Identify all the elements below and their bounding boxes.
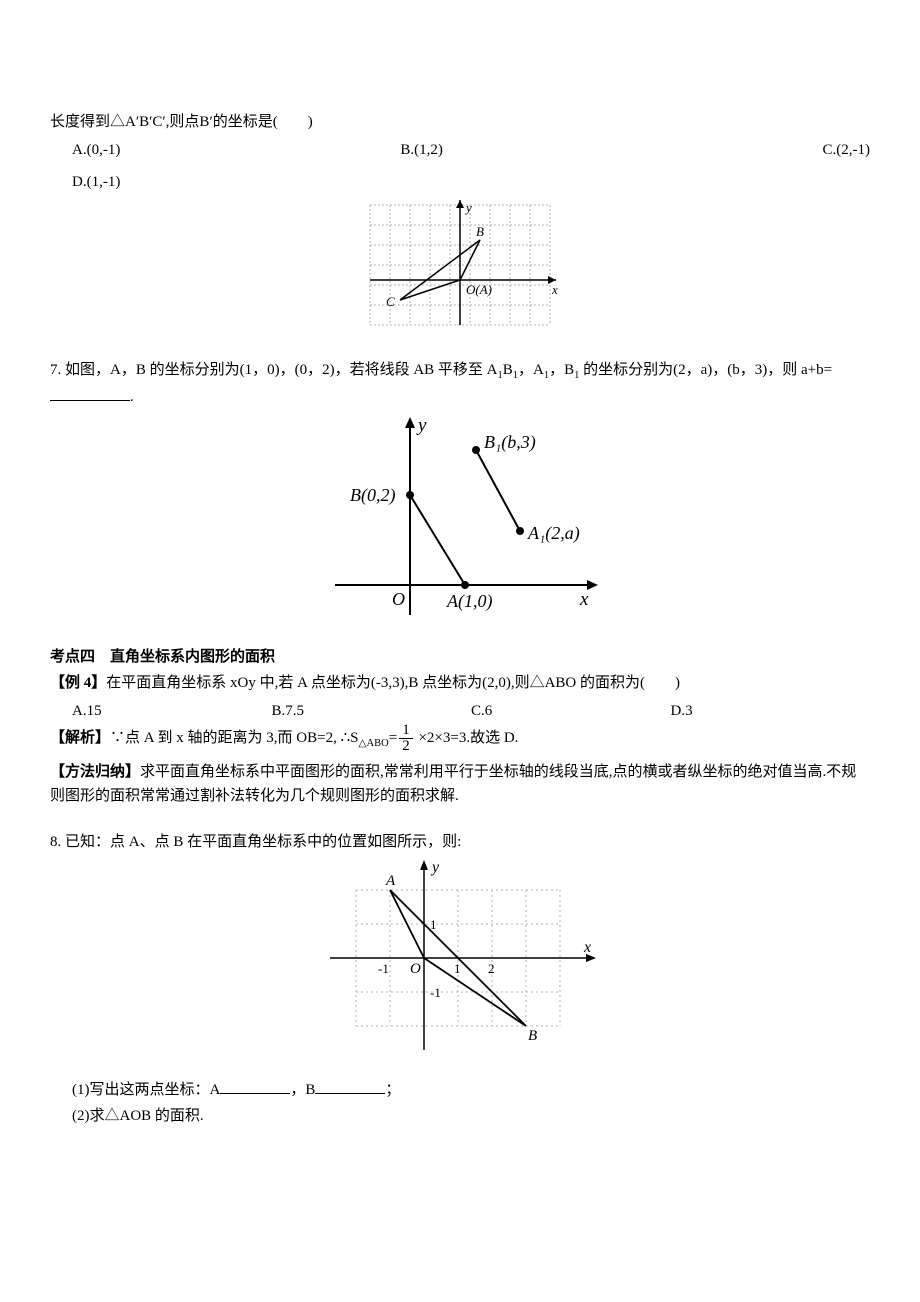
svg-text:1: 1	[430, 917, 437, 932]
q7-text-pre: 如图，A，B 的坐标分别为(1，0)，(0，2)，若将线段 AB 平移至 A	[65, 362, 498, 378]
svg-text:-1: -1	[430, 985, 441, 1000]
q6-continuation: 长度得到△A′B′C′,则点B′的坐标是( )	[50, 110, 870, 134]
svg-text:O: O	[410, 961, 421, 977]
q7-text-mid4: 的坐标分别为(2，a)，(b，3)，则 a+b=	[579, 362, 832, 378]
frac-den: 2	[399, 739, 413, 754]
q7-text-mid1: B	[503, 362, 513, 378]
svg-text:O(A): O(A)	[466, 282, 492, 297]
svg-text:B: B	[528, 1028, 537, 1044]
svg-text:A: A	[385, 873, 396, 889]
svg-text:1: 1	[454, 961, 461, 976]
ex4-opt-d: D.3	[671, 699, 871, 723]
q7-blank	[50, 386, 130, 401]
svg-text:y: y	[464, 200, 472, 215]
analysis-post: ×2×3=3.故选 D.	[415, 730, 519, 746]
figure-q8: y x O A B 1 2 -1 1 -1	[50, 860, 870, 1068]
svg-text:x: x	[551, 282, 558, 297]
q8-sub1-pre: (1)写出这两点坐标：A	[72, 1082, 220, 1098]
q8-blank-a	[220, 1079, 290, 1094]
q7: 7. 如图，A，B 的坐标分别为(1，0)，(0，2)，若将线段 AB 平移至 …	[50, 358, 870, 409]
q8-sub1: (1)写出这两点坐标：A ，B ；	[72, 1078, 870, 1102]
svg-text:y: y	[430, 860, 440, 876]
q7-text-end: .	[130, 389, 134, 405]
q6-opt-c: C.(2,-1)	[823, 138, 871, 162]
analysis-pre: ∵点 A 到 x 轴的距离为 3,而 OB=2, ∴S	[110, 730, 358, 746]
figure-q6: y x B O(A) C	[50, 200, 870, 348]
frac-num: 1	[399, 723, 413, 739]
analysis-label: 【解析】	[50, 730, 110, 746]
example4: 【例 4】在平面直角坐标系 xOy 中,若 A 点坐标为(-3,3),B 点坐标…	[50, 671, 870, 695]
method-summary: 【方法归纳】求平面直角坐标系中平面图形的面积,常常利用平行于坐标轴的线段当底,点…	[50, 760, 870, 808]
example4-analysis: 【解析】∵点 A 到 x 轴的距离为 3,而 OB=2, ∴S△ABO=12 ×…	[50, 723, 870, 754]
svg-text:x: x	[579, 589, 589, 610]
svg-text:B(0,2): B(0,2)	[350, 485, 395, 506]
q6-opt-b: B.(1,2)	[400, 138, 443, 162]
q6-opt-d: D.(1,-1)	[72, 174, 120, 190]
svg-text:O: O	[392, 589, 405, 609]
q8-num: 8.	[50, 834, 61, 850]
q6-options-line1: A.(0,-1) B.(1,2) C.(2,-1)	[72, 138, 870, 162]
svg-text:-1: -1	[378, 961, 389, 976]
fig7-svg: y x O B(0,2) A(1,0) B₁(b,3) A₁(2,a)	[315, 415, 605, 625]
svg-text:y: y	[416, 415, 427, 436]
method-label: 【方法归纳】	[50, 764, 140, 780]
q7-text-mid3: ，B	[549, 362, 574, 378]
svg-text:x: x	[583, 939, 591, 956]
q6-opt-a: A.(0,-1)	[72, 138, 120, 162]
q7-num: 7.	[50, 362, 61, 378]
q8-blank-b	[315, 1079, 385, 1094]
svg-text:C: C	[386, 294, 395, 309]
svg-text:2: 2	[488, 961, 495, 976]
fraction-half: 12	[399, 723, 413, 754]
fig8-svg: y x O A B 1 2 -1 1 -1	[320, 860, 600, 1060]
q8-sub2-text: (2)求△AOB 的面积.	[72, 1108, 204, 1124]
example4-text: 在平面直角坐标系 xOy 中,若 A 点坐标为(-3,3),B 点坐标为(2,0…	[106, 675, 680, 691]
q6-options-line2: D.(1,-1)	[72, 170, 870, 194]
figure-q7: y x O B(0,2) A(1,0) B₁(b,3) A₁(2,a)	[50, 415, 870, 633]
q6-text: 长度得到△A′B′C′,则点B′的坐标是( )	[50, 114, 313, 130]
example4-label: 【例 4】	[50, 675, 106, 691]
svg-text:A(1,0): A(1,0)	[446, 591, 492, 612]
ex4-opt-b: B.7.5	[272, 699, 472, 723]
analysis-sub: △ABO	[358, 738, 388, 749]
q7-text-mid2: ，A	[518, 362, 544, 378]
method-text: 求平面直角坐标系中平面图形的面积,常常利用平行于坐标轴的线段当底,点的横或者纵坐…	[50, 764, 856, 804]
q8-sub2: (2)求△AOB 的面积.	[72, 1104, 870, 1128]
example4-options: A.15 B.7.5 C.6 D.3	[72, 699, 870, 723]
svg-text:B₁(b,3): B₁(b,3)	[484, 432, 536, 453]
ex4-opt-c: C.6	[471, 699, 671, 723]
q8-sub1-mid: ，B	[290, 1082, 315, 1098]
svg-text:A₁(2,a): A₁(2,a)	[527, 523, 580, 544]
section4-title: 考点四 直角坐标系内图形的面积	[50, 645, 870, 669]
fig6-svg: y x B O(A) C	[360, 200, 560, 340]
analysis-eq: =	[389, 730, 397, 746]
q8: 8. 已知：点 A、点 B 在平面直角坐标系中的位置如图所示，则:	[50, 830, 870, 854]
q8-sub1-post: ；	[385, 1082, 400, 1098]
q8-text: 已知：点 A、点 B 在平面直角坐标系中的位置如图所示，则:	[65, 834, 461, 850]
ex4-opt-a: A.15	[72, 699, 272, 723]
svg-text:B: B	[476, 224, 484, 239]
